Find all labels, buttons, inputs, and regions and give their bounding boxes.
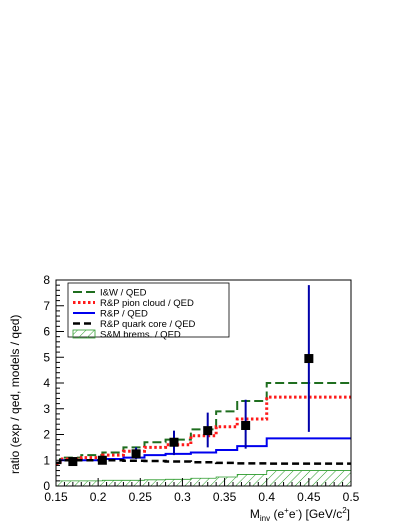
y-tick-label: 2 [43,428,50,442]
y-axis: 0 1 2 3 4 5 6 7 8 [43,273,64,493]
x-axis-label-sup1: + [284,506,289,515]
x-axis-label-close: ] [347,507,350,521]
x-tick-label: 0.4 [258,490,275,504]
y-tick-label: 8 [43,273,50,287]
x-axis: 0.15 0.2 0.25 0.3 0.35 0.4 0.45 0.5 [44,478,360,504]
data-point [131,449,141,459]
y-tick-label: 7 [43,299,50,313]
data-point [169,437,179,447]
x-tick-label: 0.45 [297,490,321,504]
data-point [203,426,213,436]
legend-swatch-s-m-brems-qed [72,329,96,339]
x-axis-label-rest: (e [270,507,284,521]
series-r-p-pion-cloud-qed [56,395,351,466]
y-tick-label: 3 [43,402,50,416]
x-axis-label-sub: inv [260,514,270,523]
x-tick-label: 0.35 [213,490,237,504]
x-tick-label: 0.15 [44,490,68,504]
data-point [304,354,314,364]
x-axis-label-end: ) [GeV/c [298,507,342,521]
y-tick-label: 0 [43,479,50,493]
y-tick-label: 4 [43,376,50,390]
data-point [68,457,78,467]
x-tick-label: 0.2 [90,490,107,504]
x-axis-label-sup2: - [296,506,299,515]
y-tick-label: 5 [43,350,50,364]
series-layer [56,382,351,486]
x-tick-label: 0.5 [343,490,360,504]
x-axis-label: Minv (e+e-) [GeV/c2] [250,506,350,523]
x-axis-label-main: M [250,507,260,521]
data-points-layer [68,285,314,467]
x-tick-label: 0.3 [174,490,191,504]
legend-label-r-p-pion-cloud-qed: R&P pion cloud / QED [100,298,194,309]
legend-label-s-m-brems-qed: S&M brems. / QED [100,330,181,341]
legend-label-i-w-qed: I&W / QED [100,288,147,299]
series-s-m-brems-qed [56,470,351,486]
legend-label-r-p-qed: R&P / QED [100,309,148,320]
x-axis-label-mid: e [289,507,296,521]
series-r-p-quark-core-qed [56,459,351,465]
y-axis-label: ratio (exp / qed, models / qed) [8,315,22,474]
y-tick-label: 6 [43,325,50,339]
data-point [97,455,107,465]
legend-label-r-p-quark-core-qed: R&P quark core / QED [100,319,196,330]
y-tick-label: 1 [43,453,50,467]
data-point [241,420,251,430]
x-axis-label-sup3: 2 [342,506,347,515]
x-tick-label: 0.25 [129,490,153,504]
